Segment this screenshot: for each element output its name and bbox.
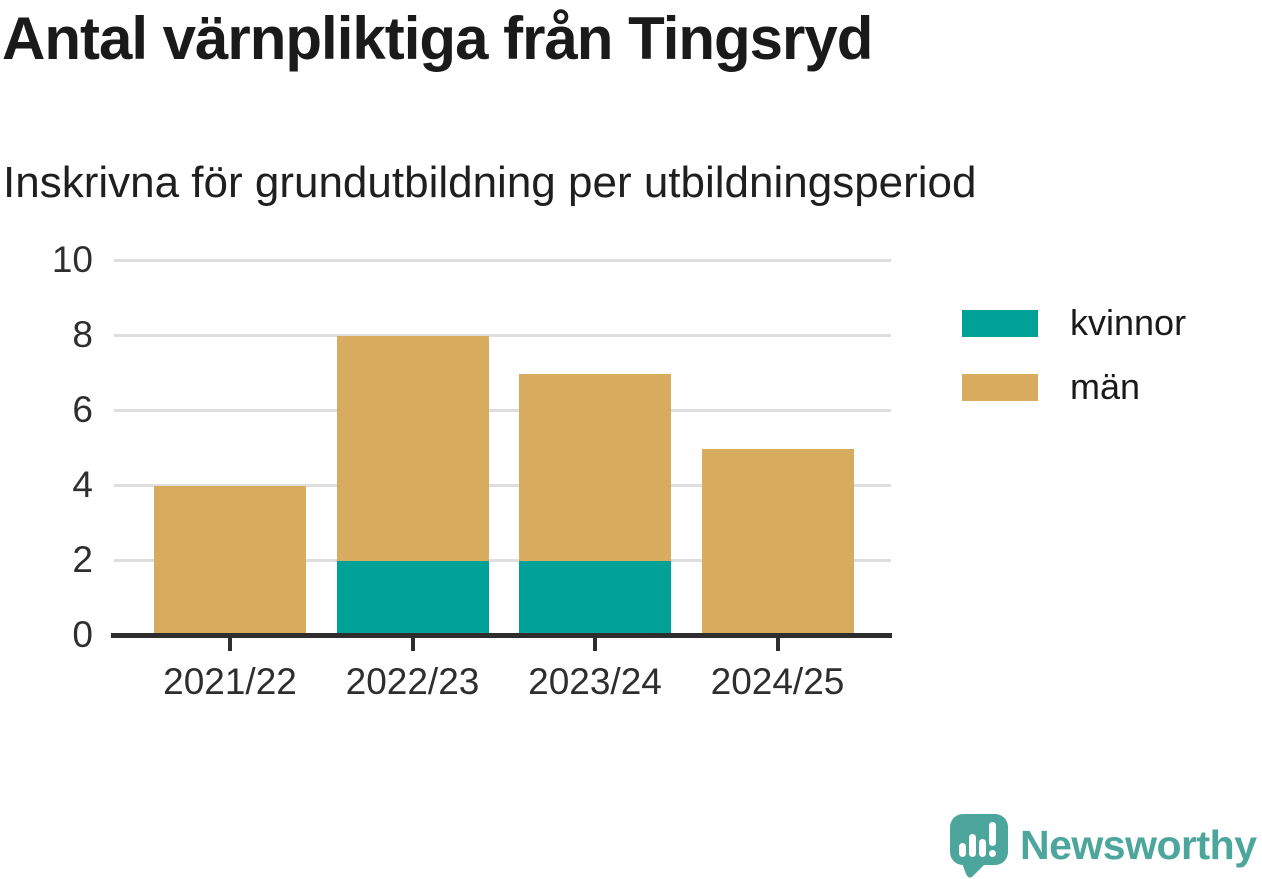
bar-segment-män [519, 373, 671, 561]
gridline [114, 558, 891, 562]
logo-exclamation-bar [989, 822, 996, 846]
gridline [114, 258, 891, 262]
logo-bar-3 [979, 839, 986, 857]
logo-exclamation-dot [989, 850, 996, 857]
logo-bar-2 [969, 834, 976, 857]
y-axis-tick-label: 8 [72, 314, 93, 355]
x-axis-tick [410, 638, 415, 651]
gridline [114, 333, 891, 337]
bar-segment-män [154, 486, 306, 636]
legend-label: män [1070, 366, 1141, 407]
y-axis-tick-label: 2 [72, 539, 93, 580]
newsworthy-logo-text: Newsworthy [1020, 821, 1257, 868]
chart-subtitle: Inskrivna för grundutbildning per utbild… [3, 158, 977, 207]
chart-title: Antal värnpliktiga från Tingsryd [2, 5, 873, 72]
chart-legend: kvinnor män [962, 305, 1186, 405]
bar-segment-kvinnor [336, 561, 489, 636]
legend-item-män: män [962, 369, 1186, 405]
legend-swatch-män [962, 373, 1038, 401]
x-axis-tick-label: 2021/22 [163, 661, 297, 702]
x-axis-tick-label: 2022/23 [345, 661, 480, 702]
bar-segment-män [336, 336, 489, 561]
logo-bar-1 [959, 843, 966, 857]
logo-bubble-tail [961, 860, 984, 878]
x-axis-tick [228, 638, 232, 651]
gridline [114, 408, 891, 412]
newsworthy-branding: Newsworthy [946, 812, 1257, 878]
x-axis-tick-label: 2024/25 [710, 661, 845, 702]
x-axis-tick [775, 638, 780, 651]
y-axis-tick-label: 4 [72, 464, 93, 505]
bar-segment-kvinnor [519, 561, 671, 636]
logo-bubble-shape [950, 814, 1008, 865]
y-axis-tick-label: 0 [72, 614, 93, 655]
y-axis-tick-label: 6 [72, 389, 93, 430]
newsworthy-logo-icon [950, 814, 1008, 878]
x-axis-line [111, 633, 892, 638]
y-axis-tick-label: 10 [51, 239, 93, 280]
gridline [114, 483, 891, 487]
legend-swatch-kvinnor [962, 309, 1038, 337]
x-axis-tick [593, 638, 597, 651]
bar-segment-män [701, 448, 854, 636]
legend-label: kvinnor [1070, 302, 1187, 343]
x-axis-tick-label: 2023/24 [528, 661, 662, 702]
legend-item-kvinnor: kvinnor [962, 305, 1186, 341]
